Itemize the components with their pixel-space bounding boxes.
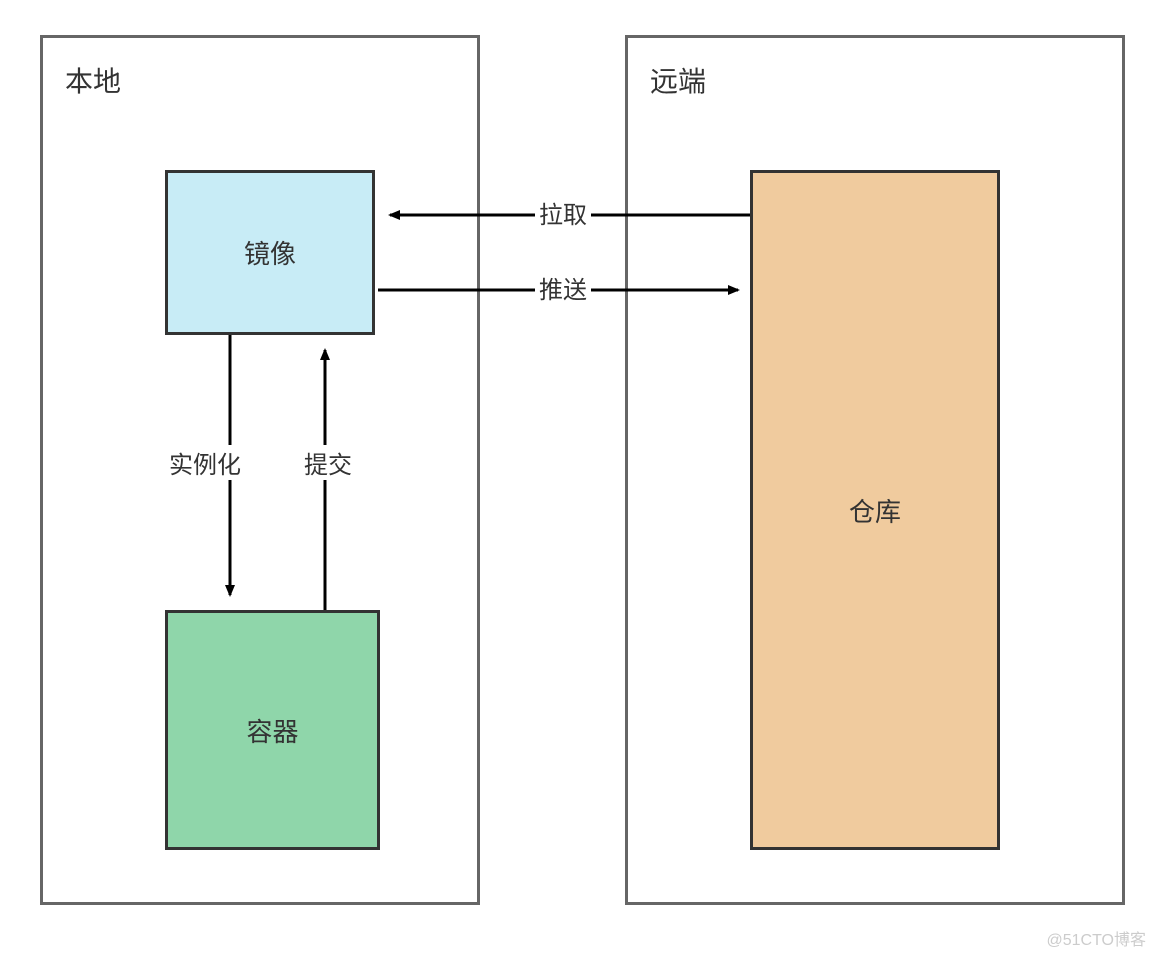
node-container: 容器 [165, 610, 380, 850]
node-container-label: 容器 [246, 712, 298, 749]
group-local-title: 本地 [65, 60, 121, 100]
node-repo: 仓库 [750, 170, 1000, 850]
edge-push-label: 推送 [535, 270, 591, 305]
node-image-label: 镜像 [244, 234, 296, 271]
edge-commit-label: 提交 [300, 445, 356, 480]
edge-pull-label: 拉取 [535, 195, 591, 230]
watermark: @51CTO博客 [1046, 926, 1146, 950]
node-repo-label: 仓库 [849, 492, 901, 529]
diagram-container: 本地 远端 镜像 容器 仓库 拉取 推送 实例化 提交 @51CTO博客 [0, 0, 1158, 960]
node-image: 镜像 [165, 170, 375, 335]
edge-instantiate-label: 实例化 [165, 445, 245, 480]
group-remote-title: 远端 [650, 60, 706, 100]
